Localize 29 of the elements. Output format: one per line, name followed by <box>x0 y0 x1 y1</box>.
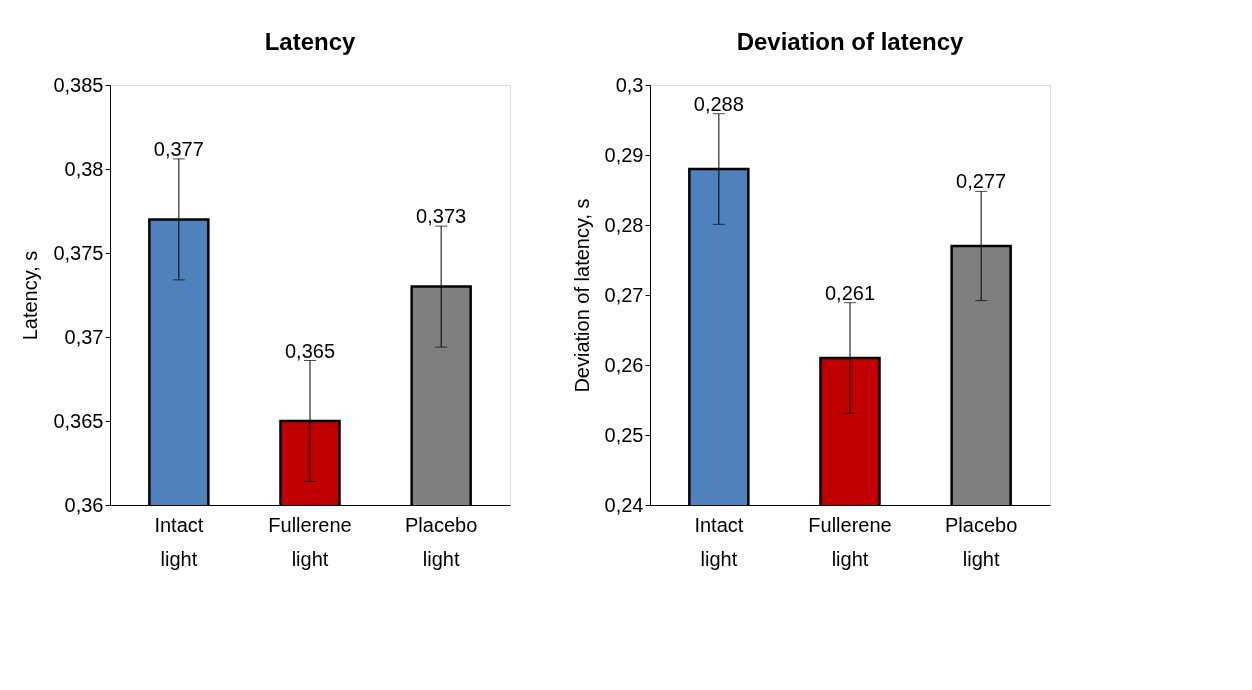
x-tick-label: Intact light <box>154 513 204 570</box>
y-axis-title: Deviation of latency, s <box>570 198 593 393</box>
data-label: 0,373 <box>416 205 467 228</box>
x-tick-label: Placebo light <box>945 513 1018 570</box>
x-tick-label: Fullerene light <box>268 513 352 570</box>
y-tick-label: 0,385 <box>53 73 104 96</box>
y-tick-label: 0,36 <box>64 493 104 516</box>
y-tick-label: 0,365 <box>53 409 104 432</box>
data-label: 0,377 <box>153 137 204 160</box>
data-label: 0,365 <box>284 339 336 362</box>
y-tick-label: 0,27 <box>604 283 644 306</box>
y-tick-label: 0,25 <box>604 423 644 446</box>
y-tick-label: 0,28 <box>604 213 644 236</box>
y-tick-label: 0,24 <box>604 493 644 516</box>
data-label: 0,261 <box>824 281 876 304</box>
chart-title: Deviation of latency <box>736 28 965 55</box>
y-tick-label: 0,37 <box>64 325 104 348</box>
y-tick-label: 0,3 <box>615 73 644 96</box>
data-label: 0,288 <box>693 92 744 115</box>
y-axis-title: Latency, s <box>19 250 42 341</box>
x-tick-label: Fullerene light <box>808 513 892 570</box>
x-tick-label: Intact light <box>694 513 744 570</box>
y-tick-label: 0,375 <box>53 241 104 264</box>
y-tick-label: 0,26 <box>604 353 644 376</box>
y-tick-label: 0,29 <box>604 143 644 166</box>
x-tick-label: Placebo light <box>405 513 478 570</box>
y-tick-label: 0,38 <box>64 157 104 180</box>
chart-title: Latency <box>264 28 356 55</box>
data-label: 0,277 <box>956 170 1007 193</box>
